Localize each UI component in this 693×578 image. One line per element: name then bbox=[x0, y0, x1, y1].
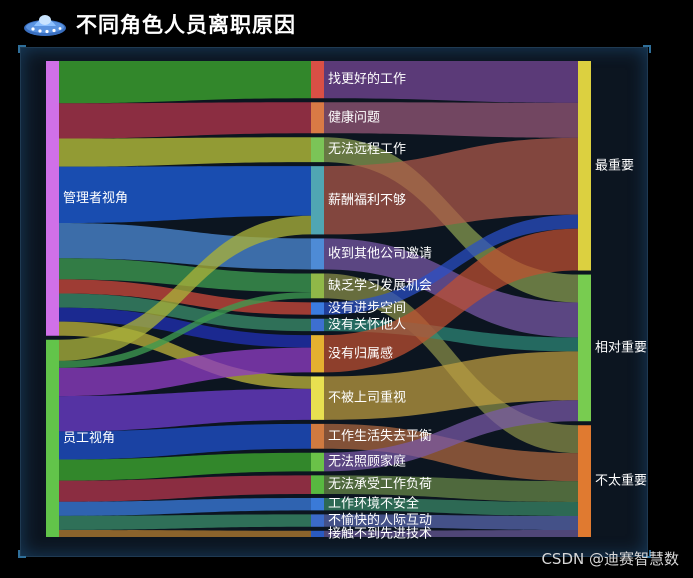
sankey-node-m16 bbox=[311, 530, 324, 537]
sankey-link-m1-r1 bbox=[324, 61, 578, 103]
sankey-link-m10-r2 bbox=[324, 351, 578, 420]
sankey-link-m7-r1 bbox=[324, 214, 578, 315]
sankey-link-m16-r3 bbox=[324, 530, 578, 537]
sankey-node-label: 没有归属感 bbox=[328, 345, 393, 361]
sankey-node-label: 员工视角 bbox=[63, 431, 115, 446]
sankey-node-mgr bbox=[46, 61, 59, 336]
sankey-node-label: 没有关怀他人 bbox=[328, 317, 406, 332]
sankey-link-emp-m6 bbox=[59, 292, 311, 368]
sankey-node-r2 bbox=[578, 274, 591, 422]
sankey-node-label: 工作环境不安全 bbox=[328, 496, 419, 512]
sankey-node-label: 薪酬福利不够 bbox=[328, 193, 406, 208]
sankey-link-emp-m14 bbox=[59, 497, 311, 516]
sankey-node-label: 不被上司重视 bbox=[328, 390, 406, 406]
sankey-link-emp-m16 bbox=[59, 529, 311, 537]
sankey-link-m12-r2 bbox=[324, 400, 578, 472]
sankey-node-m11 bbox=[311, 423, 324, 449]
sankey-node-label: 健康问题 bbox=[328, 109, 380, 125]
sankey-node-m1 bbox=[311, 61, 324, 99]
sankey-node-label: 不太重要 bbox=[595, 473, 647, 489]
sankey-link-mgr-m8 bbox=[59, 293, 311, 332]
sankey-node-label: 无法承受工作负荷 bbox=[328, 477, 432, 492]
sankey-node-label: 最重要 bbox=[595, 157, 634, 173]
sankey-link-emp-m9 bbox=[59, 347, 311, 397]
sankey-node-m3 bbox=[311, 137, 324, 163]
sankey-node-m9 bbox=[311, 335, 324, 373]
sankey-node-m10 bbox=[311, 376, 324, 420]
panel-corner bbox=[18, 550, 26, 558]
ufo-icon bbox=[24, 15, 66, 36]
sankey-link-emp-m11 bbox=[59, 423, 311, 460]
panel-corner bbox=[643, 45, 651, 53]
sankey-node-label: 工作生活失去平衡 bbox=[328, 429, 432, 444]
page-title: 不同角色人员离职原因 bbox=[76, 13, 296, 37]
sankey-node-label: 接触不到先进技术 bbox=[328, 525, 432, 541]
sankey-link-mgr-m2 bbox=[59, 102, 311, 139]
sankey-link-m2-r1 bbox=[324, 102, 578, 138]
watermark: CSDN @迪赛智慧数 bbox=[541, 550, 679, 568]
sankey-link-mgr-m1 bbox=[59, 61, 311, 104]
sankey-node-m13 bbox=[311, 475, 324, 494]
sankey-node-label: 收到其他公司邀请 bbox=[328, 246, 432, 261]
sankey-node-m5 bbox=[311, 238, 324, 270]
sankey-link-emp-m12 bbox=[59, 452, 311, 481]
sankey-node-m4 bbox=[311, 166, 324, 235]
sankey-node-m6 bbox=[311, 273, 324, 299]
sankey-node-label: 不愉快的人际互动 bbox=[328, 512, 432, 528]
sankey-node-r3 bbox=[578, 425, 591, 537]
sankey-node-r1 bbox=[578, 61, 591, 271]
sankey-node-label: 缺乏学习发展机会 bbox=[328, 277, 432, 293]
sankey-link-m4-r1 bbox=[324, 137, 578, 235]
sankey-node-m12 bbox=[311, 452, 324, 472]
sankey-node-m15 bbox=[311, 514, 324, 527]
sankey-node-label: 无法远程工作 bbox=[328, 142, 406, 157]
sankey-link-m6-r3 bbox=[324, 273, 578, 454]
sankey-link-emp-m4 bbox=[59, 215, 311, 361]
panel-corner bbox=[643, 550, 651, 558]
sankey-link-emp-m15 bbox=[59, 514, 311, 530]
sankey-link-m15-r3 bbox=[324, 514, 578, 531]
sankey-node-emp bbox=[46, 339, 59, 537]
sankey-node-label: 找更好的工作 bbox=[328, 71, 406, 87]
sankey-node-label: 相对重要 bbox=[595, 339, 647, 355]
sankey-link-m14-r3 bbox=[324, 497, 578, 517]
sankey-link-mgr-m6 bbox=[59, 258, 311, 293]
sankey-link-mgr-m4 bbox=[59, 166, 311, 224]
sankey-node-m8 bbox=[311, 318, 324, 332]
sankey-node-m2 bbox=[311, 102, 324, 134]
sankey-node-label: 无法照顾家庭 bbox=[328, 454, 406, 470]
panel-corner bbox=[18, 45, 26, 53]
sankey-link-emp-m13 bbox=[59, 475, 311, 502]
sankey-link-emp-m10 bbox=[59, 388, 311, 432]
sankey-node-m14 bbox=[311, 497, 324, 511]
header: 不同角色人员离职原因 bbox=[0, 0, 693, 46]
sankey-link-mgr-m3 bbox=[59, 137, 311, 167]
sankey-link-m13-r3 bbox=[324, 475, 578, 503]
sankey-link-mgr-m5 bbox=[59, 223, 311, 270]
sankey-node-m7 bbox=[311, 302, 324, 315]
sankey-link-m11-r3 bbox=[324, 423, 578, 482]
sankey-node-label: 没有进步空间 bbox=[328, 301, 406, 316]
sankey-link-m9-r1 bbox=[324, 228, 578, 373]
sankey-node-label: 管理者视角 bbox=[63, 191, 128, 206]
